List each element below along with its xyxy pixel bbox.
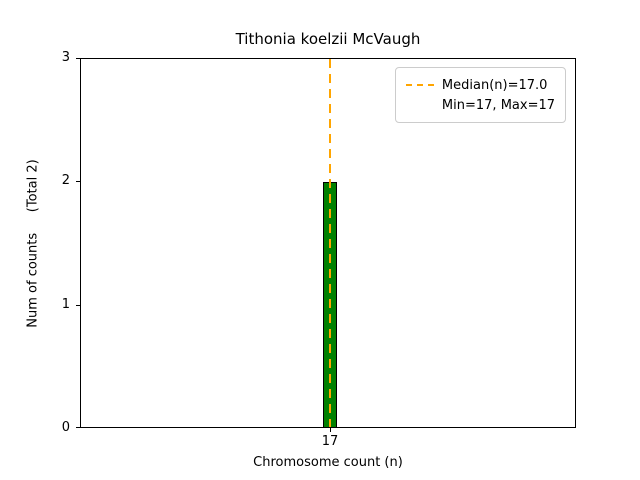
y-tick-mark-0 — [76, 427, 80, 428]
y-tick-label-0: 0 — [61, 420, 70, 435]
y-tick-mark-3 — [76, 58, 80, 59]
median-line — [328, 59, 331, 427]
x-tick-label-17: 17 — [321, 434, 339, 449]
y-tick-mark-2 — [76, 181, 80, 182]
legend-label-minmax: Min=17, Max=17 — [441, 97, 555, 113]
legend-label-median: Median(n)=17.0 — [441, 77, 548, 93]
x-axis-label: Chromosome count (n) — [253, 455, 403, 470]
x-tick-mark-17 — [330, 428, 331, 432]
legend-row-median: Median(n)=17.0 — [405, 75, 555, 95]
chart-title: Tithonia koelzii McVaugh — [235, 30, 421, 48]
median-dashed-line-icon — [405, 84, 434, 86]
legend-row-minmax: Min=17, Max=17 — [406, 95, 555, 115]
y-tick-label-1: 1 — [61, 297, 70, 312]
y-tick-mark-1 — [76, 305, 80, 306]
plot-area: Median(n)=17.0 Min=17, Max=17 — [80, 58, 576, 428]
y-tick-label-2: 2 — [61, 173, 70, 188]
y-tick-label-3: 3 — [61, 50, 70, 65]
legend: Median(n)=17.0 Min=17, Max=17 — [394, 67, 566, 123]
y-axis-label: Num of counts (Total 2) — [25, 159, 41, 328]
